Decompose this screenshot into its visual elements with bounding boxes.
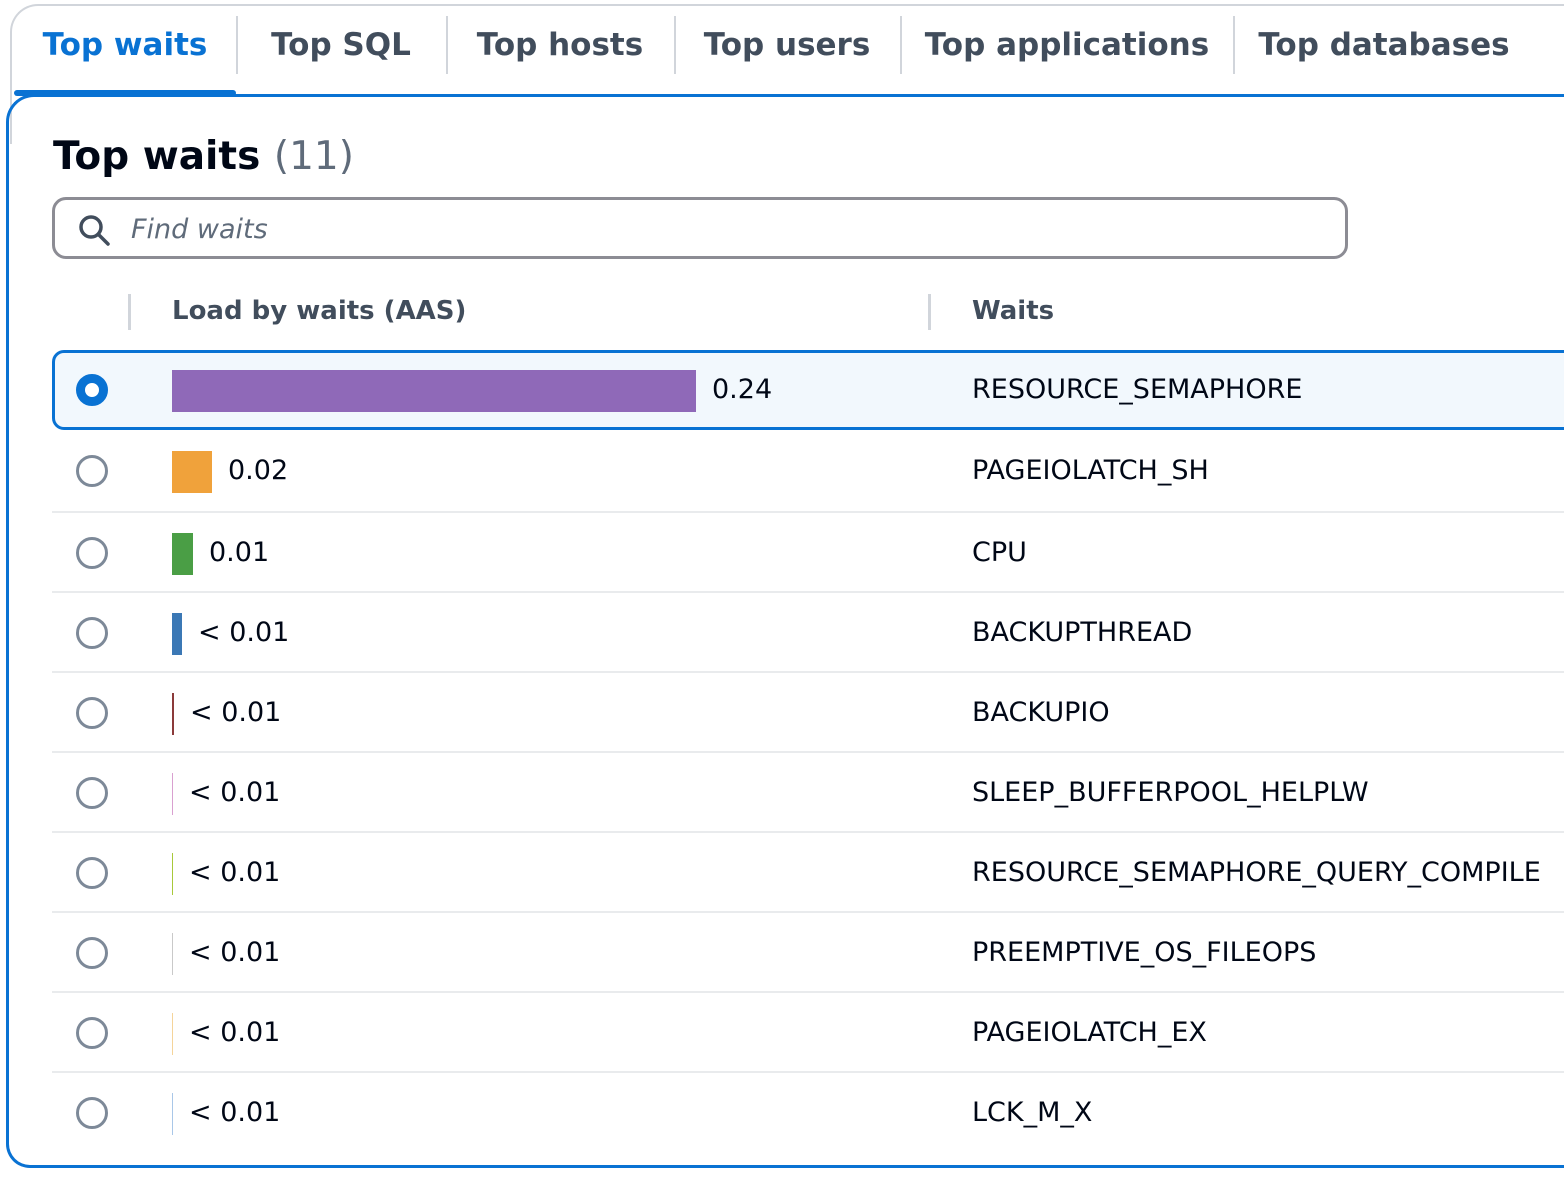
active-tab-indicator bbox=[14, 90, 236, 96]
tab-top-hosts[interactable]: Top hosts bbox=[446, 6, 674, 94]
page-title-text: Top waits bbox=[53, 134, 261, 179]
tab-top-sql[interactable]: Top SQL bbox=[236, 6, 446, 94]
tab-panel bbox=[6, 94, 1564, 1168]
table-row[interactable]: 0.01 CPU bbox=[52, 511, 1564, 591]
tab-divider bbox=[236, 16, 238, 74]
tab-bar: Top waits Top SQL Top hosts Top users To… bbox=[14, 6, 1564, 96]
wait-name: SLEEP_BUFFERPOOL_HELPLW bbox=[972, 777, 1369, 808]
table-row[interactable]: < 0.01 BACKUPIO bbox=[52, 671, 1564, 751]
tab-divider bbox=[446, 16, 448, 74]
tab-label: Top databases bbox=[1258, 27, 1510, 63]
row-radio-button[interactable] bbox=[76, 1017, 108, 1049]
column-divider bbox=[128, 294, 131, 330]
load-bar bbox=[172, 533, 193, 575]
column-header-load[interactable]: Load by waits (AAS) bbox=[172, 296, 467, 326]
wait-name: LCK_M_X bbox=[972, 1097, 1093, 1128]
load-bar bbox=[172, 1093, 173, 1135]
wait-name: CPU bbox=[972, 537, 1027, 568]
load-bar bbox=[172, 451, 212, 493]
load-value: 0.01 bbox=[209, 537, 270, 568]
table-row[interactable]: < 0.01 PREEMPTIVE_OS_FILEOPS bbox=[52, 911, 1564, 991]
wait-name: RESOURCE_SEMAPHORE bbox=[972, 374, 1303, 405]
search-field bbox=[52, 197, 1348, 259]
load-value: < 0.01 bbox=[198, 617, 290, 648]
load-bar bbox=[172, 693, 174, 735]
wait-name: RESOURCE_SEMAPHORE_QUERY_COMPILE bbox=[972, 857, 1541, 888]
tab-top-databases[interactable]: Top databases bbox=[1234, 6, 1534, 94]
row-radio-button[interactable] bbox=[76, 777, 108, 809]
row-radio-button[interactable] bbox=[76, 937, 108, 969]
item-count: (11) bbox=[273, 134, 354, 179]
tab-top-users[interactable]: Top users bbox=[674, 6, 900, 94]
page-title: Top waits (11) bbox=[53, 134, 354, 179]
row-radio-button[interactable] bbox=[76, 537, 108, 569]
load-bar bbox=[172, 853, 173, 895]
load-bar bbox=[172, 613, 182, 655]
row-radio-button[interactable] bbox=[76, 1097, 108, 1129]
load-bar bbox=[172, 933, 173, 975]
load-value: < 0.01 bbox=[189, 1097, 281, 1128]
row-radio-button[interactable] bbox=[76, 857, 108, 889]
wait-name: PREEMPTIVE_OS_FILEOPS bbox=[972, 937, 1317, 968]
table-row[interactable]: < 0.01 LCK_M_X bbox=[52, 1071, 1564, 1151]
tab-label: Top waits bbox=[42, 27, 208, 63]
tab-divider bbox=[674, 16, 676, 74]
tab-label: Top applications bbox=[924, 27, 1210, 63]
row-radio-button[interactable] bbox=[76, 455, 108, 487]
tab-top-applications[interactable]: Top applications bbox=[900, 6, 1234, 94]
table-row[interactable]: 0.24 RESOURCE_SEMAPHORE bbox=[52, 350, 1564, 430]
load-value: 0.02 bbox=[228, 455, 289, 486]
tab-label: Top hosts bbox=[476, 27, 644, 63]
tab-label: Top users bbox=[703, 27, 871, 63]
row-radio-button[interactable] bbox=[76, 617, 108, 649]
row-radio-button[interactable] bbox=[76, 374, 108, 406]
load-value: < 0.01 bbox=[189, 777, 281, 808]
load-value: < 0.01 bbox=[189, 1017, 281, 1048]
column-divider bbox=[928, 294, 931, 330]
load-bar bbox=[172, 370, 696, 412]
load-value: < 0.01 bbox=[189, 857, 281, 888]
wait-name: PAGEIOLATCH_EX bbox=[972, 1017, 1207, 1048]
tab-divider bbox=[1233, 16, 1235, 74]
row-radio-button[interactable] bbox=[76, 697, 108, 729]
search-icon bbox=[79, 215, 110, 246]
tab-divider bbox=[900, 16, 902, 74]
load-bar bbox=[172, 773, 173, 815]
load-value: 0.24 bbox=[712, 374, 773, 405]
wait-name: BACKUPTHREAD bbox=[972, 617, 1193, 648]
table-row[interactable]: 0.02 PAGEIOLATCH_SH bbox=[52, 431, 1564, 511]
load-value: < 0.01 bbox=[190, 697, 282, 728]
column-header-waits[interactable]: Waits bbox=[972, 296, 1055, 326]
tabs-outline bbox=[10, 4, 1564, 144]
table-row[interactable]: < 0.01 PAGEIOLATCH_EX bbox=[52, 991, 1564, 1071]
tab-top-waits[interactable]: Top waits bbox=[14, 6, 236, 96]
load-bar bbox=[172, 1013, 173, 1055]
table-row[interactable]: < 0.01 BACKUPTHREAD bbox=[52, 591, 1564, 671]
search-input[interactable] bbox=[129, 208, 1283, 250]
tab-label: Top SQL bbox=[271, 27, 411, 63]
table-row[interactable]: < 0.01 RESOURCE_SEMAPHORE_QUERY_COMPILE bbox=[52, 831, 1564, 911]
load-value: < 0.01 bbox=[189, 937, 281, 968]
table-row[interactable]: < 0.01 SLEEP_BUFFERPOOL_HELPLW bbox=[52, 751, 1564, 831]
wait-name: BACKUPIO bbox=[972, 697, 1110, 728]
wait-name: PAGEIOLATCH_SH bbox=[972, 455, 1209, 486]
